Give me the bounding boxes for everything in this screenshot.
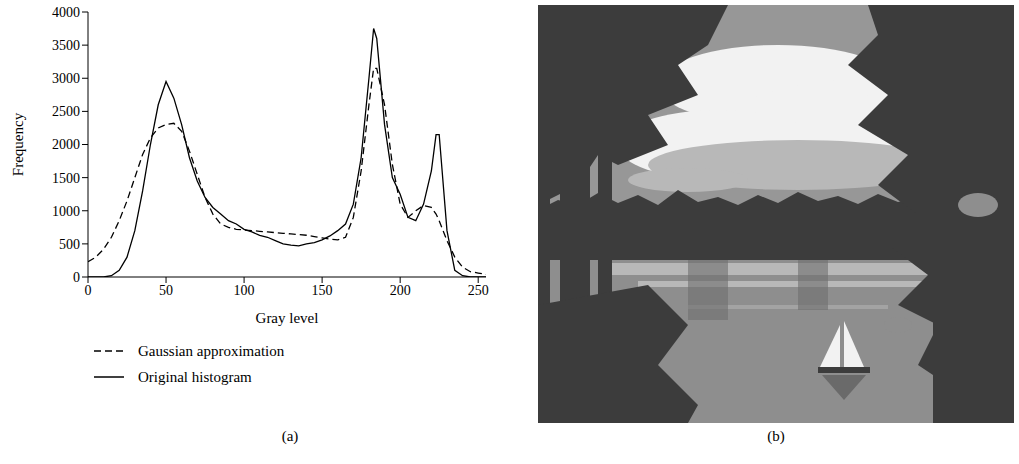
html-text:Gaussian approximation: Gaussian approximation bbox=[138, 342, 285, 359]
html-text:Original histogram: Original histogram bbox=[138, 368, 252, 385]
svg-text:Gray level: Gray level bbox=[256, 310, 319, 326]
svg-text:1000: 1000 bbox=[52, 204, 80, 219]
html-text:(b): (b) bbox=[767, 428, 785, 444]
svg-text:500: 500 bbox=[59, 237, 80, 252]
svg-text:3500: 3500 bbox=[52, 38, 80, 53]
svg-text:3000: 3000 bbox=[52, 71, 80, 86]
svg-text:1500: 1500 bbox=[52, 171, 80, 186]
svg-text:2000: 2000 bbox=[52, 137, 80, 152]
svg-text:150: 150 bbox=[312, 283, 333, 298]
svg-text:50: 50 bbox=[159, 283, 173, 298]
svg-text:Frequency: Frequency bbox=[10, 112, 26, 176]
svg-text:200: 200 bbox=[390, 283, 411, 298]
svg-text:250: 250 bbox=[468, 283, 489, 298]
svg-text:2500: 2500 bbox=[52, 104, 80, 119]
html-text:(a): (a) bbox=[281, 428, 299, 444]
svg-text:0: 0 bbox=[73, 270, 80, 285]
svg-text:4000: 4000 bbox=[52, 5, 80, 20]
svg-text:100: 100 bbox=[234, 283, 255, 298]
svg-text:0: 0 bbox=[85, 283, 92, 298]
